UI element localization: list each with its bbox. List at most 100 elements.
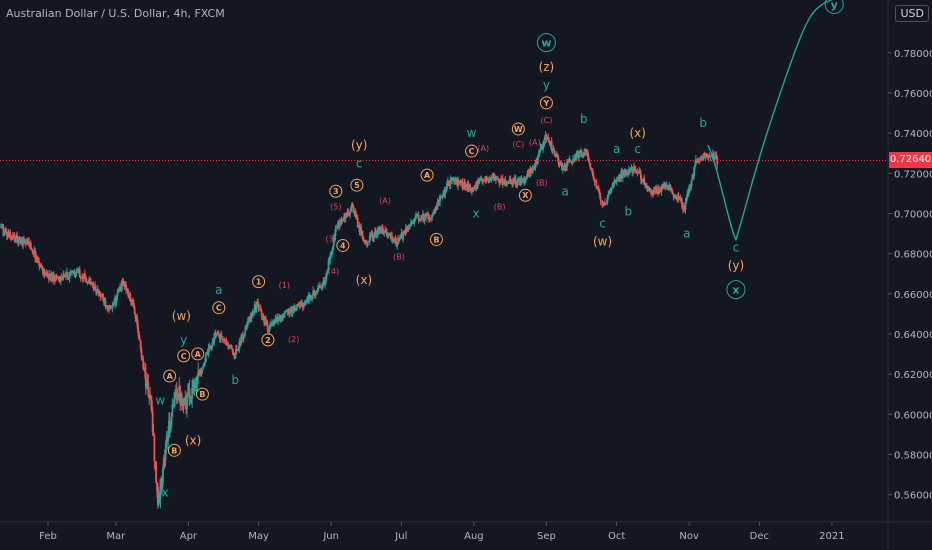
candle-body bbox=[579, 152, 581, 154]
candle-body bbox=[129, 294, 132, 300]
wave-label: A bbox=[424, 171, 431, 180]
candle-body bbox=[29, 242, 32, 250]
candle-body bbox=[686, 193, 689, 199]
candle-body bbox=[349, 207, 352, 212]
candle-body bbox=[361, 231, 363, 236]
candle-body bbox=[307, 295, 310, 303]
candle-body bbox=[494, 177, 496, 181]
price-tick-label: 0.72000 bbox=[894, 169, 932, 180]
candle-body bbox=[601, 201, 604, 206]
candle-body bbox=[706, 153, 708, 158]
candle-body bbox=[106, 305, 109, 309]
candle-body bbox=[179, 386, 182, 402]
candle-body bbox=[603, 202, 605, 206]
candle-body bbox=[389, 233, 392, 237]
candle-body bbox=[487, 179, 490, 180]
candle-body bbox=[429, 217, 432, 219]
candle-body bbox=[414, 216, 417, 222]
candle-body bbox=[201, 368, 204, 371]
candle-body bbox=[295, 310, 297, 311]
candle-body bbox=[46, 272, 49, 274]
candle-body bbox=[386, 232, 388, 237]
candle-body bbox=[553, 150, 556, 154]
candle-body bbox=[670, 187, 672, 189]
candle-body bbox=[237, 349, 240, 351]
candle-body bbox=[431, 213, 434, 218]
candle-body bbox=[266, 323, 269, 331]
candle-body bbox=[531, 167, 534, 173]
candle-body bbox=[69, 273, 72, 276]
candle-body bbox=[652, 190, 655, 195]
wave-label-circle bbox=[726, 280, 746, 300]
candle-body bbox=[531, 172, 533, 173]
candle-body bbox=[488, 178, 491, 181]
candle-body bbox=[461, 181, 464, 188]
candle-body bbox=[509, 178, 512, 182]
candle-body bbox=[408, 226, 411, 230]
candle-body bbox=[227, 344, 230, 347]
candle-body bbox=[415, 215, 417, 217]
candle-body bbox=[99, 291, 102, 297]
wave-label: 4 bbox=[340, 241, 346, 250]
candle-body bbox=[100, 296, 103, 298]
wave-label: w bbox=[541, 37, 551, 50]
currency-badge[interactable]: USD bbox=[895, 5, 929, 22]
candle-body bbox=[440, 197, 443, 198]
time-tick-label: Dec bbox=[750, 531, 769, 542]
candle-body bbox=[598, 191, 601, 196]
candle-body bbox=[392, 238, 394, 242]
candle-body bbox=[235, 349, 238, 351]
candle-body bbox=[609, 187, 612, 193]
candle-body bbox=[497, 178, 500, 182]
candle-body bbox=[117, 290, 120, 293]
candle-body bbox=[299, 303, 302, 307]
price-tick-label: 0.62000 bbox=[894, 370, 932, 381]
price-tick-label: 0.76000 bbox=[894, 89, 932, 100]
candle-body bbox=[172, 404, 175, 406]
candle-body bbox=[325, 273, 328, 276]
candle-body bbox=[18, 236, 21, 240]
candle-body bbox=[489, 179, 492, 181]
candle-body bbox=[155, 462, 158, 483]
candle-body bbox=[454, 179, 457, 185]
wave-label: b bbox=[231, 373, 239, 387]
candle-body bbox=[521, 179, 524, 182]
candle-body bbox=[265, 321, 268, 324]
candle-body bbox=[633, 168, 636, 170]
candle-body bbox=[329, 254, 332, 261]
candle-body bbox=[258, 308, 260, 310]
candle-body bbox=[675, 195, 677, 198]
candle-body bbox=[469, 184, 472, 191]
candle-body bbox=[61, 276, 64, 278]
candle-body bbox=[97, 289, 100, 294]
candle-body bbox=[419, 218, 422, 221]
current-price-tag: 0.72640 bbox=[889, 152, 932, 169]
time-tick-label: Mar bbox=[106, 531, 126, 542]
candle-body bbox=[589, 162, 592, 168]
wave-label: (B) bbox=[494, 202, 506, 211]
candle-body bbox=[694, 165, 696, 168]
candle-body bbox=[167, 431, 170, 441]
candle-body bbox=[238, 341, 241, 350]
wave-label: a bbox=[613, 142, 620, 156]
candle-body bbox=[230, 345, 233, 349]
wave-label-circle bbox=[518, 188, 532, 202]
candle-body bbox=[576, 153, 579, 154]
candle-body bbox=[452, 177, 455, 180]
candle-body bbox=[215, 333, 218, 336]
candle-body bbox=[430, 217, 433, 218]
candle-body bbox=[191, 387, 194, 399]
candle-body bbox=[66, 272, 69, 280]
candle-body bbox=[646, 187, 649, 191]
time-axis: Feb Mar Apr May Jun Jul Aug Sep Oct Nov Dec 2021 bbox=[39, 522, 845, 542]
wave-label: y bbox=[180, 333, 187, 347]
symbol-title[interactable]: Australian Dollar / U.S. Dollar, 4h, FXC… bbox=[6, 7, 225, 20]
time-tick-label: May bbox=[248, 531, 269, 542]
candle-body bbox=[327, 259, 330, 271]
wave-label: c bbox=[599, 217, 606, 231]
price-tick-label: 0.64000 bbox=[894, 330, 932, 341]
wave-label-circle bbox=[824, 0, 844, 14]
candle-body bbox=[566, 161, 568, 168]
